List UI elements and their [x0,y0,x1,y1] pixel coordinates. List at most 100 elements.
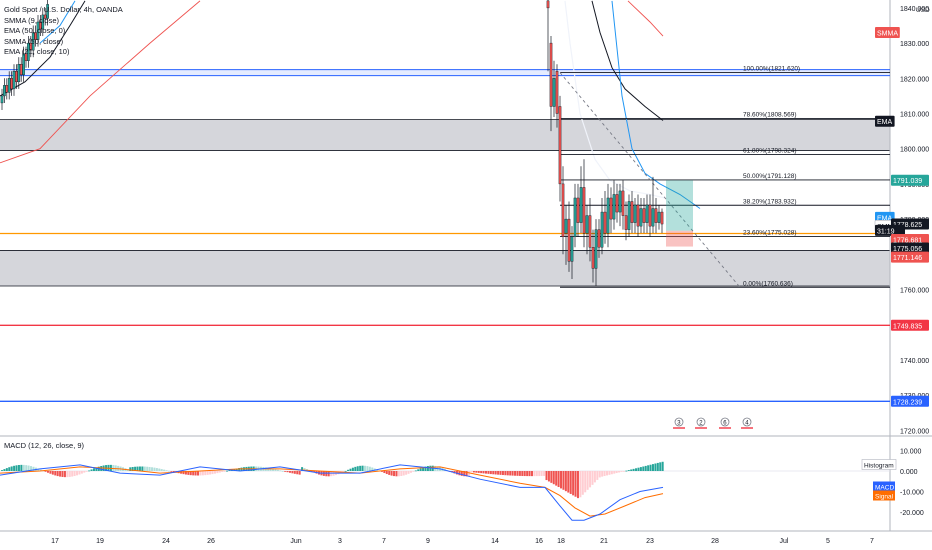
event-badge[interactable] [742,417,752,427]
macd-series-label-badge[interactable] [873,490,895,501]
price-label-badge[interactable] [891,319,929,331]
candle-body[interactable] [609,197,613,220]
price-label-badge[interactable] [891,174,929,186]
candle-body[interactable] [639,208,643,227]
symbol-title[interactable]: Gold Spot / U.S. Dollar, 4h, OANDA [4,5,123,14]
macd-histogram-bar [380,471,383,472]
price-label-badge[interactable] [891,234,929,246]
candle-body[interactable] [3,85,6,97]
candle-body[interactable] [615,194,619,213]
candle-body[interactable] [606,197,610,234]
price-label-badge[interactable] [891,251,929,263]
candle-body[interactable] [36,21,40,40]
candle-body[interactable] [654,208,658,223]
candle-body[interactable] [5,85,9,93]
candle-body[interactable] [618,190,622,213]
macd-histogram-bar [579,471,582,498]
candle-body[interactable] [46,4,49,19]
price-label-badge[interactable] [891,242,929,254]
candle-body[interactable] [582,187,586,234]
candle-body[interactable] [591,247,595,269]
macd-histogram-bar [349,468,352,471]
event-badge[interactable] [696,417,706,427]
candle-body[interactable] [648,204,652,227]
candle-body[interactable] [633,204,637,223]
macd-histogram-bar [596,471,599,480]
macd-histogram-bar [298,471,301,475]
candle-body[interactable] [627,201,631,230]
candle-body[interactable] [573,197,577,237]
candle-body[interactable] [552,78,556,107]
candle-body[interactable] [546,0,550,9]
candle-body[interactable] [555,71,559,114]
candle-body[interactable] [660,211,664,225]
indicator-ema-21[interactable]: EMA (21, close, 10) [4,47,70,56]
candle-body[interactable] [17,64,21,83]
candle-body[interactable] [10,78,13,90]
event-badge[interactable] [720,417,730,427]
ma-red-line[interactable] [627,0,664,37]
candle-body[interactable] [612,194,616,220]
macd-histogram-bar [550,471,553,483]
price-label-badge[interactable] [891,395,929,407]
ma-red-line[interactable] [0,0,201,164]
candle-body[interactable] [576,197,580,223]
candle-body[interactable] [558,106,562,185]
candle-body[interactable] [7,78,11,93]
candle-body[interactable] [19,64,23,75]
macd-histogram-bar [30,466,33,471]
sr-zone[interactable] [0,250,890,286]
candle-body[interactable] [603,211,607,234]
candle-body[interactable] [579,187,583,223]
candle-body[interactable] [651,208,655,227]
candle-body[interactable] [645,204,649,223]
position-stop-zone[interactable] [666,230,693,247]
macd-title[interactable]: MACD (12, 26, close, 9) [4,441,85,450]
candle-body[interactable] [597,229,601,248]
candle-body[interactable] [567,218,571,262]
candle-body[interactable] [642,208,646,223]
candle-body[interactable] [630,201,634,223]
indicator-smma-50[interactable]: SMMA (50, close) [4,36,64,46]
candle-body[interactable] [41,14,45,30]
ema-black-line[interactable] [591,0,664,121]
candle-body[interactable] [594,229,598,269]
candle-body[interactable] [15,71,18,83]
candle-body[interactable] [549,42,553,107]
position-profit-zone[interactable] [666,180,693,231]
macd-histogram-bar [504,471,507,476]
ma-blue-line[interactable] [39,0,76,44]
candle-body[interactable] [12,71,16,90]
macd-series-label-badge[interactable] [861,459,897,470]
candle-body[interactable] [0,95,4,104]
candle-body[interactable] [657,211,661,223]
key-level-band [0,69,890,76]
sr-zone[interactable] [0,119,890,151]
macd-histogram-bar [327,471,330,477]
candle-body[interactable] [585,215,589,234]
candle-body[interactable] [564,218,568,234]
candle-body[interactable] [561,183,565,237]
price-label-badge[interactable] [875,224,905,236]
event-badge[interactable] [674,417,684,427]
candle-body[interactable] [621,190,625,216]
candle-body[interactable] [570,236,574,262]
candle-body[interactable] [600,211,604,248]
time-tick-label: Jul [780,538,789,545]
smma-white-line[interactable] [564,0,666,199]
candle-body[interactable] [27,42,30,61]
macd-series-label-badge[interactable] [873,481,895,492]
candle-body[interactable] [588,215,592,248]
candle-body[interactable] [636,204,640,227]
indicator-ema-50[interactable]: EMA (50, close, 0) [4,26,66,35]
candle-body[interactable] [624,215,628,230]
fib-trend-line[interactable] [559,72,741,288]
indicator-smma-9[interactable]: SMMA (9, close) [4,15,60,25]
ma-blue-line[interactable] [611,0,701,209]
candle-body[interactable] [31,32,35,51]
price-label-badge[interactable] [875,115,895,127]
macd-line[interactable] [0,464,664,521]
price-label-badge[interactable] [875,27,900,39]
candle-body[interactable] [22,53,25,75]
